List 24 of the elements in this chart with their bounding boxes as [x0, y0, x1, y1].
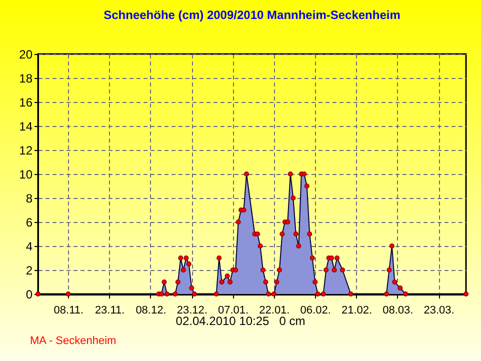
x-tick-label: 08.03.: [382, 304, 414, 316]
y-tick-label: 0: [26, 288, 33, 302]
y-tick-label: 20: [19, 48, 33, 62]
text: MA - Seckenheim: [30, 335, 116, 347]
y-tick-label: 8: [26, 192, 33, 206]
x-tick-label: 21.02.: [341, 304, 372, 316]
y-tick-label: 4: [26, 240, 33, 254]
y-tick-label: 16: [19, 96, 33, 110]
x-tick-label: 08.12.: [136, 304, 166, 316]
x-tick-label: 08.11.: [54, 304, 84, 316]
x-tick-label: 06.02.: [300, 304, 331, 316]
x-tick-label: 07.01.: [218, 304, 249, 316]
y-tick-label: 18: [19, 72, 33, 86]
y-tick-label: 10: [19, 168, 33, 182]
x-tick-label: 23.12.: [176, 304, 208, 316]
text: 02.04.2010 10:25 0 cm: [176, 314, 306, 328]
y-tick-label: 6: [26, 216, 33, 230]
y-tick-label: 14: [19, 120, 33, 134]
x-tick-label: 22.01.: [259, 304, 290, 316]
x-tick-label: 23.03.: [424, 304, 454, 316]
x-tick-label: 23.11.: [94, 304, 125, 316]
chart-title: Schneehöhe (cm) 2009/2010 Mannheim-Seckenheim: [104, 8, 400, 22]
y-tick-label: 12: [19, 144, 33, 158]
y-tick-label: 2: [26, 264, 33, 278]
